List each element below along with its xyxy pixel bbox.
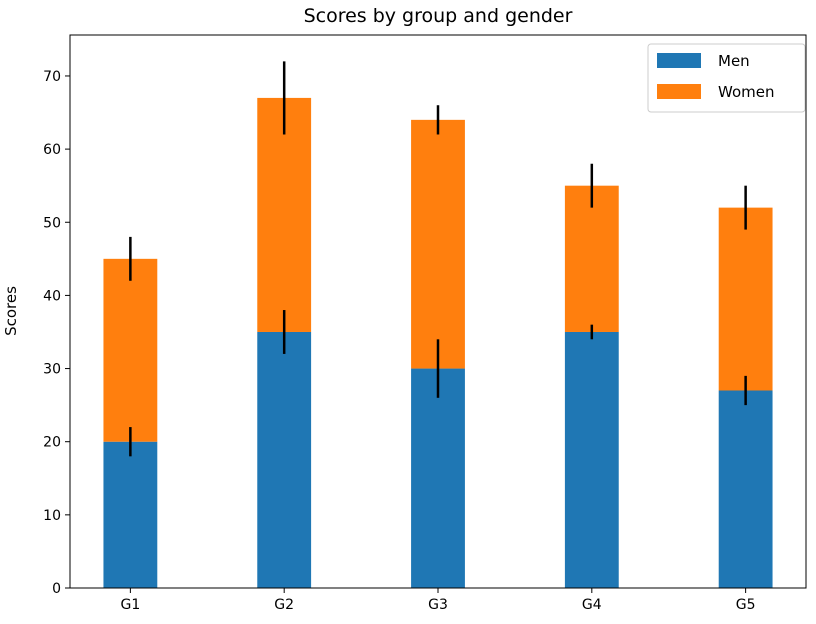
bar-women-g4 <box>564 185 619 332</box>
error-bars-layer <box>129 61 747 457</box>
bar-women-g5 <box>718 207 773 391</box>
legend-swatch-women <box>657 84 701 99</box>
y-tick-label: 60 <box>43 142 61 158</box>
y-tick-label: 0 <box>52 581 61 597</box>
x-tick-label: G1 <box>120 597 140 613</box>
bar-men-g4 <box>564 331 619 588</box>
bar-men-g1 <box>103 441 158 588</box>
legend-label-women: Women <box>718 83 774 101</box>
bar-women-g3 <box>411 119 465 369</box>
y-tick-label: 20 <box>43 435 61 451</box>
x-tick-label: G3 <box>428 597 448 613</box>
y-tick-label: 30 <box>43 362 61 378</box>
bar-women-g1 <box>103 258 158 442</box>
y-tick-label: 10 <box>43 508 61 524</box>
y-tick-label: 40 <box>43 288 61 304</box>
bar-men-g2 <box>257 331 312 588</box>
legend-swatch-men <box>657 53 701 68</box>
bar-men-g3 <box>411 368 465 588</box>
x-tick-label: G5 <box>736 597 756 613</box>
legend-label-men: Men <box>718 52 750 70</box>
x-tick-label: G4 <box>582 597 602 613</box>
legend: Men Women <box>647 43 806 113</box>
y-tick-label: 50 <box>43 215 61 231</box>
bars-layer <box>103 97 773 588</box>
x-tick-label: G2 <box>274 597 294 613</box>
bar-men-g5 <box>718 390 773 588</box>
chart-title: Scores by group and gender <box>304 5 573 27</box>
plot-frame <box>69 34 807 589</box>
y-tick-label: 70 <box>43 69 61 85</box>
bar-women-g2 <box>257 97 312 332</box>
axes-layer: G1 G2 G3 G4 G5 0 10 20 30 40 50 60 70 <box>43 34 807 613</box>
y-axis-label: Scores <box>2 286 20 336</box>
